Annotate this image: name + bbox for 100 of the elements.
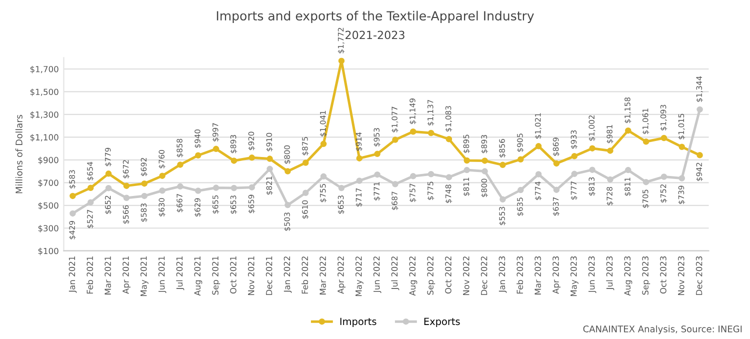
y-tick-label: $1,300 bbox=[30, 111, 58, 119]
point bbox=[607, 176, 614, 183]
y-tick-label: $300 bbox=[38, 224, 58, 233]
x-tick-label: Jan 2021 bbox=[68, 256, 77, 293]
x-tick-label: Dec 2023 bbox=[696, 256, 702, 295]
point bbox=[589, 145, 596, 152]
x-tick-label: Sep 2023 bbox=[642, 256, 650, 295]
x-tick-label: Feb 2021 bbox=[86, 256, 94, 294]
y-tick-label: $500 bbox=[38, 202, 58, 210]
point bbox=[678, 144, 685, 150]
legend-label: Exports bbox=[424, 318, 460, 327]
point bbox=[356, 178, 362, 184]
point bbox=[625, 166, 632, 174]
point bbox=[123, 182, 130, 189]
point bbox=[302, 190, 309, 196]
point bbox=[482, 158, 488, 164]
point bbox=[535, 171, 542, 178]
legend-label: Imports bbox=[340, 318, 376, 327]
point bbox=[195, 188, 202, 194]
point bbox=[428, 171, 434, 178]
point bbox=[553, 186, 560, 193]
point bbox=[159, 187, 166, 194]
point bbox=[500, 196, 506, 202]
point bbox=[660, 174, 668, 180]
x-tick-label: Dec 2021 bbox=[266, 256, 272, 295]
x-tick-label: Aug 2023 bbox=[624, 256, 632, 296]
point bbox=[392, 181, 398, 188]
point bbox=[464, 166, 470, 174]
point bbox=[374, 171, 380, 178]
point bbox=[696, 152, 703, 158]
y-tick-label: $700 bbox=[38, 179, 58, 188]
point bbox=[266, 156, 273, 162]
x-tick-label: Oct 2021 bbox=[230, 256, 236, 294]
point bbox=[535, 143, 542, 150]
point bbox=[105, 184, 112, 192]
point bbox=[320, 173, 327, 180]
point bbox=[248, 184, 255, 190]
point bbox=[428, 130, 434, 136]
point bbox=[284, 168, 291, 174]
x-tick-label: Nov 2021 bbox=[248, 256, 254, 296]
point bbox=[212, 184, 220, 191]
point bbox=[642, 178, 650, 186]
point bbox=[642, 138, 650, 145]
x-tick-label: Nov 2023 bbox=[678, 256, 684, 296]
x-tick-label: May 2023 bbox=[570, 256, 578, 296]
point bbox=[696, 106, 703, 113]
x-tick-label: Jan 2022 bbox=[284, 256, 292, 293]
x-tick-label: Jul 2022 bbox=[391, 256, 400, 290]
point bbox=[625, 127, 632, 134]
x-tick-label: Feb 2023 bbox=[516, 256, 524, 294]
x-tick-label: May 2022 bbox=[355, 256, 364, 296]
point bbox=[88, 199, 94, 206]
x-tick-label: Nov 2022 bbox=[462, 256, 470, 296]
y-axis-title: Millions of Dollars bbox=[15, 114, 22, 194]
x-tick-label: Jun 2022 bbox=[373, 256, 382, 294]
point bbox=[230, 184, 238, 192]
y-tick-label: $1,100 bbox=[30, 134, 58, 142]
point bbox=[571, 153, 578, 160]
point bbox=[159, 172, 166, 179]
y-tick-label: $100 bbox=[38, 248, 58, 256]
point bbox=[374, 150, 380, 158]
point bbox=[212, 146, 220, 152]
point bbox=[410, 173, 416, 180]
point bbox=[553, 160, 560, 167]
point bbox=[446, 136, 452, 142]
point bbox=[518, 156, 524, 162]
x-tick-label: Mar 2023 bbox=[534, 256, 541, 294]
point bbox=[482, 168, 488, 174]
point bbox=[195, 152, 202, 159]
point bbox=[284, 202, 291, 208]
x-tick-label: Oct 2022 bbox=[445, 256, 452, 294]
point bbox=[338, 184, 345, 192]
point bbox=[123, 194, 130, 202]
point bbox=[464, 157, 470, 164]
x-tick-label: Apr 2023 bbox=[552, 256, 560, 294]
point bbox=[105, 170, 112, 177]
point bbox=[320, 140, 327, 148]
point bbox=[571, 170, 578, 178]
point bbox=[446, 174, 452, 180]
point bbox=[141, 180, 148, 187]
point bbox=[338, 58, 345, 64]
point bbox=[500, 162, 506, 168]
point bbox=[248, 154, 255, 161]
y-tick-label: $1,500 bbox=[30, 88, 58, 96]
point bbox=[230, 158, 238, 164]
x-tick-label: Oct 2023 bbox=[660, 256, 666, 294]
point bbox=[589, 166, 596, 173]
x-tick-label: Jan 2023 bbox=[498, 256, 507, 293]
chart-title: Imports and exports of the Textile-Apparel Industry bbox=[216, 10, 534, 23]
point bbox=[356, 155, 362, 162]
x-tick-label: Aug 2022 bbox=[409, 256, 418, 296]
y-tick-label: $1,700 bbox=[30, 66, 58, 74]
point bbox=[660, 134, 668, 142]
x-tick-label: Feb 2022 bbox=[302, 256, 308, 294]
point bbox=[410, 128, 416, 135]
x-tick-label: Sep 2021 bbox=[212, 256, 220, 295]
x-tick-label: Apr 2022 bbox=[338, 256, 346, 294]
point bbox=[518, 186, 524, 194]
x-tick-label: Jul 2021 bbox=[176, 256, 184, 290]
point bbox=[392, 136, 398, 143]
